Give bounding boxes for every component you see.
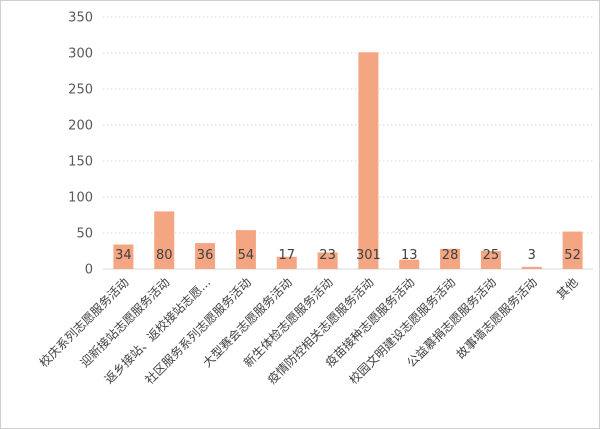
data-label: 54 [238, 248, 255, 263]
y-tick-label: 50 [76, 227, 93, 242]
bar [154, 211, 175, 269]
data-label: 13 [401, 248, 418, 263]
bar [480, 251, 501, 269]
bar [521, 266, 542, 269]
data-label: 80 [156, 248, 173, 263]
data-label: 17 [278, 248, 295, 263]
data-label: 52 [564, 248, 581, 263]
y-tick-label: 200 [68, 119, 93, 134]
y-tick-label: 150 [68, 155, 93, 170]
bar [235, 230, 256, 269]
x-axis-labels: 校庆系列志愿服务活动迎新接站志愿服务活动返乡接站、返校接站志愿...社区服务系列… [36, 275, 581, 387]
bar [317, 252, 338, 269]
y-tick-label: 100 [68, 191, 93, 206]
y-tick-label: 300 [68, 47, 93, 62]
y-tick-label: 250 [68, 83, 93, 98]
y-axis-ticks: 0 50 100 150 200 250 300 350 [68, 11, 93, 278]
x-tick-label: 其他 [554, 275, 581, 302]
bar [358, 52, 379, 269]
bars [113, 52, 583, 269]
data-labels: 34 80 36 54 17 23 301 13 28 25 3 52 [115, 248, 581, 263]
bar [195, 243, 216, 269]
data-label: 301 [356, 248, 381, 263]
bar [440, 248, 461, 269]
bar [276, 256, 297, 269]
y-tick-label: 0 [85, 263, 93, 278]
data-label: 34 [115, 248, 132, 263]
bar [399, 259, 420, 269]
bar [562, 231, 583, 269]
gridlines [103, 16, 593, 270]
data-label: 36 [197, 248, 214, 263]
data-label: 23 [319, 248, 336, 263]
data-label: 28 [442, 248, 459, 263]
bar [113, 244, 134, 269]
y-tick-label: 350 [68, 11, 93, 26]
data-label: 3 [528, 248, 536, 263]
data-label: 25 [483, 248, 500, 263]
